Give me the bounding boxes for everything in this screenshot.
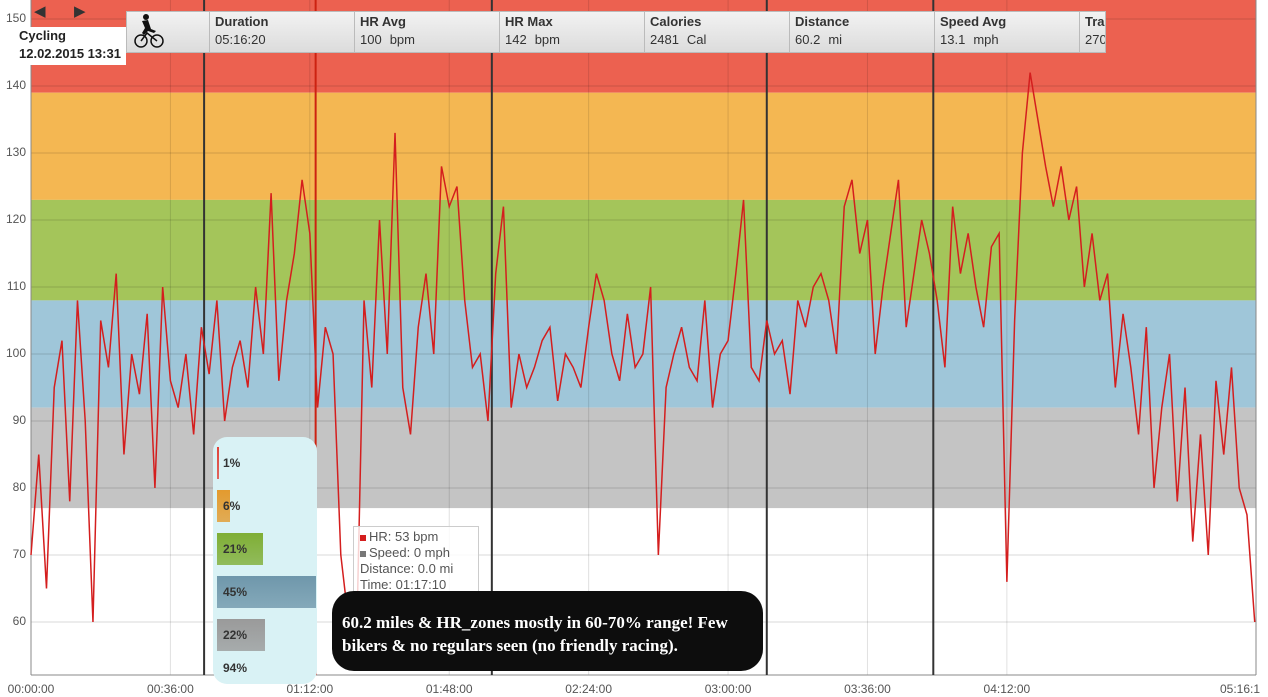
zone-percent-label: 45% — [223, 585, 248, 599]
zone-bar — [217, 619, 266, 651]
zone-percent-label: 21% — [223, 542, 248, 556]
y-tick-label: 100 — [5, 346, 26, 360]
stat-calories: Calories 2481 Cal — [645, 12, 790, 52]
y-tick-label: 130 — [5, 145, 26, 159]
next-activity-button[interactable]: ▶ — [74, 3, 86, 20]
hr-series-line — [30, 72, 1256, 656]
y-tick-label: 150 — [5, 11, 26, 25]
cyclist-icon — [127, 12, 210, 52]
stat-training: Trai270 — [1085, 14, 1105, 47]
stats-bar: Duration 05:16:20 HR Avg 100 bpm HR Max 142 b… — [126, 11, 1106, 53]
zone-bar — [217, 576, 316, 608]
x-tick-label: 00:00:00 — [7, 682, 55, 696]
stat-hr-max: HR Max 142 bpm — [500, 12, 645, 52]
hr-zone-band — [31, 92, 1256, 200]
zone-bar — [217, 447, 220, 479]
zones-total-label: 94% — [223, 661, 248, 675]
x-tick-label: 01:12:00 — [286, 682, 334, 696]
x-tick-label: 05:16:1 — [1219, 682, 1261, 696]
activity-title: Cycling 12.02.2015 13:31 — [15, 27, 126, 65]
stat-speed-avg: Speed Avg 13.1 mph — [935, 12, 1080, 52]
y-tick-label: 80 — [12, 480, 26, 494]
zone-bar — [217, 533, 264, 565]
stat-distance: Distance 60.2 mi — [790, 12, 935, 52]
x-tick-label: 01:48:00 — [425, 682, 473, 696]
y-tick-label: 140 — [5, 78, 26, 92]
zone-bar — [217, 490, 231, 522]
x-tick-label: 03:36:00 — [844, 682, 891, 696]
zone-percent-label: 1% — [223, 456, 241, 470]
chart-tooltip: HR: 53 bpm Speed: 0 mph Distance: 0.0 mi… — [353, 526, 479, 598]
zone-percent-label: 22% — [223, 628, 248, 642]
y-tick-label: 70 — [12, 547, 26, 561]
zone-percent-label: 6% — [223, 499, 241, 513]
stat-duration: Duration 05:16:20 — [210, 12, 355, 52]
y-tick-label: 120 — [5, 212, 26, 226]
y-tick-label: 60 — [12, 614, 26, 628]
hr-zone-band — [31, 199, 1256, 301]
x-tick-label: 02:24:00 — [565, 682, 612, 696]
x-tick-label: 00:36:00 — [147, 682, 194, 696]
activity-type: Cycling — [19, 28, 66, 43]
y-tick-label: 90 — [12, 413, 26, 427]
activity-datetime: 12.02.2015 13:31 — [19, 46, 121, 61]
annotation-note: 60.2 miles & HR_zones mostly in 60-70% r… — [332, 591, 763, 671]
stat-hr-avg: HR Avg 100 bpm — [355, 12, 500, 52]
x-tick-label: 04:12:00 — [983, 682, 1031, 696]
prev-activity-button[interactable]: ◀ — [34, 3, 46, 20]
hr-zones-panel: 1% 6% 21% 45% 22% 94% — [213, 437, 317, 684]
x-tick-label: 03:00:00 — [704, 682, 752, 696]
y-tick-label: 110 — [6, 279, 26, 293]
